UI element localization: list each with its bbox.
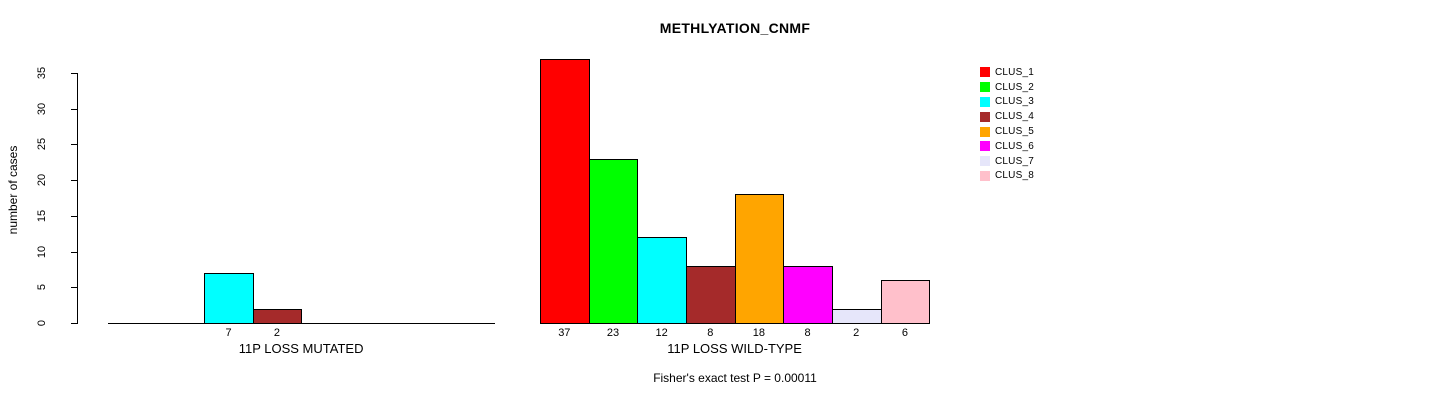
y-tick-label: 0 [36, 319, 48, 327]
legend-swatch [980, 111, 990, 122]
legend-item: CLUS_1 [980, 65, 1034, 80]
bar-value-label: 6 [901, 327, 908, 339]
y-axis-title: number of cases [6, 145, 20, 235]
bar [588, 158, 639, 324]
legend-swatch [980, 82, 990, 93]
y-tick-mark [71, 323, 77, 324]
bar [204, 273, 254, 324]
bar-value-label: 18 [752, 327, 766, 339]
legend-item: CLUS_8 [980, 169, 1034, 184]
bar-value-label: 8 [804, 327, 811, 339]
legend-swatch [980, 170, 990, 181]
y-tick-mark [71, 251, 77, 253]
y-tick-mark [71, 180, 77, 182]
legend-swatch [980, 141, 990, 152]
legend: CLUS_1 CLUS_2 CLUS_3 CLUS_4 CLUS_5 CLUS_6 CLUS… [980, 65, 1034, 183]
bar-value-label: 23 [606, 327, 620, 339]
y-tick-label: 30 [36, 102, 48, 115]
y-tick-mark [71, 287, 77, 289]
legend-item: CLUS_3 [980, 95, 1034, 110]
legend-label: CLUS_7 [995, 155, 1034, 167]
legend-label: CLUS_1 [995, 66, 1034, 78]
bar-value-label: 7 [225, 327, 232, 339]
legend-swatch [980, 67, 990, 78]
bar-value-label: 12 [655, 327, 668, 339]
y-tick-label: 20 [36, 174, 48, 187]
legend-label: CLUS_8 [995, 170, 1034, 182]
y-tick-mark [71, 144, 77, 146]
y-tick-mark [71, 73, 77, 74]
y-tick-mark [71, 108, 77, 110]
y-axis-line [77, 73, 78, 324]
legend-swatch [980, 96, 990, 107]
legend-item: CLUS_5 [980, 124, 1034, 139]
bar [783, 265, 833, 324]
bar-value-label: 37 [558, 327, 571, 339]
legend-label: CLUS_3 [995, 96, 1034, 108]
bar-value-label: 2 [273, 327, 280, 339]
bar [831, 308, 882, 324]
bar [637, 237, 687, 324]
legend-label: CLUS_4 [995, 111, 1034, 123]
group-label: 11P LOSS WILD-TYPE [667, 341, 802, 356]
bar [880, 280, 931, 324]
legend-item: CLUS_4 [980, 109, 1034, 124]
y-tick-mark [71, 215, 77, 217]
fisher-test-annotation: Fisher's exact test P = 0.00011 [653, 371, 817, 385]
y-tick-label: 25 [36, 138, 48, 151]
legend-swatch [980, 126, 990, 137]
bar-value-label: 8 [707, 327, 714, 339]
bar-value-label: 2 [853, 327, 860, 339]
legend-label: CLUS_5 [995, 126, 1034, 138]
bar [734, 194, 785, 324]
y-tick-label: 15 [36, 209, 48, 222]
bar [685, 265, 736, 324]
legend-item: CLUS_2 [980, 80, 1034, 95]
bar [252, 308, 303, 324]
legend-label: CLUS_2 [995, 81, 1034, 93]
y-tick-label: 5 [36, 284, 48, 291]
legend-swatch [980, 156, 990, 167]
y-tick-label: 35 [36, 66, 48, 80]
bar [540, 58, 590, 324]
chart-title: METHLYATION_CNMF [659, 20, 811, 36]
legend-item: CLUS_6 [980, 139, 1034, 154]
group-label: 11P LOSS MUTATED [238, 341, 364, 356]
y-tick-label: 10 [36, 245, 48, 258]
legend-item: CLUS_7 [980, 154, 1034, 169]
legend-label: CLUS_6 [995, 140, 1034, 152]
